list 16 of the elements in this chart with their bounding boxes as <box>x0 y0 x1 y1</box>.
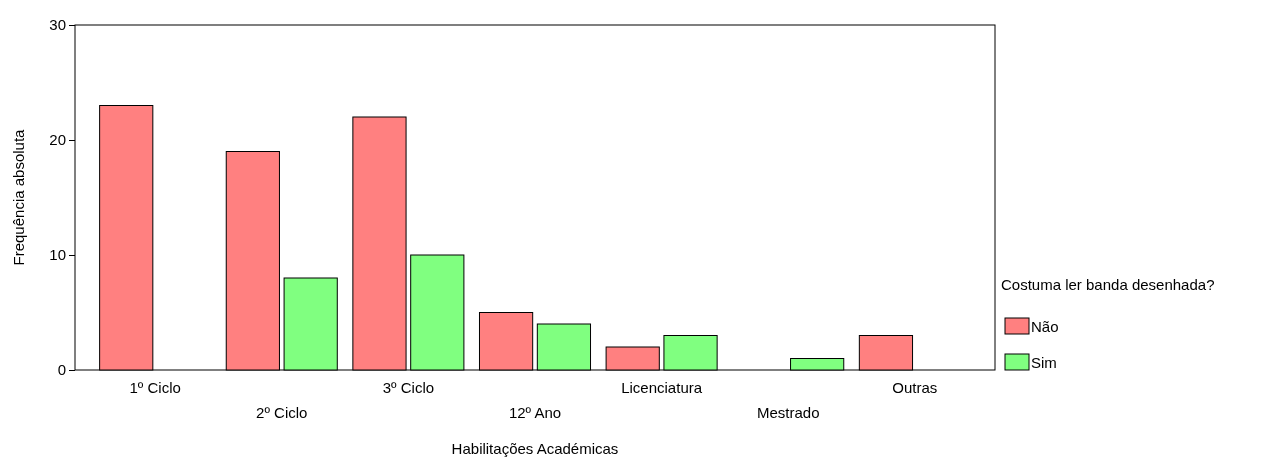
legend-label: Sim <box>1031 354 1057 371</box>
y-tick-label: 20 <box>49 131 66 149</box>
legend-title: Costuma ler banda desenhada? <box>1001 276 1215 293</box>
y-tick-label: 10 <box>49 246 66 264</box>
x-tick-label: Outras <box>892 378 938 396</box>
x-tick-label: Licenciatura <box>621 378 703 396</box>
x-axis-title: Habilitações Académicas <box>451 439 619 457</box>
y-axis-title: Frequência absoluta <box>10 128 27 266</box>
x-tick-label: Mestrado <box>756 404 820 421</box>
y-tick-label: 0 <box>57 361 66 379</box>
legend-label: Não <box>1031 318 1059 335</box>
y-tick-label: 30 <box>49 16 66 34</box>
x-tick-label: 2º Ciclo <box>256 404 308 421</box>
x-tick-label: 1º Ciclo <box>129 378 181 396</box>
x-tick-label: 3º Ciclo <box>382 378 435 396</box>
x-tick-label: 12º Ano <box>508 404 562 421</box>
